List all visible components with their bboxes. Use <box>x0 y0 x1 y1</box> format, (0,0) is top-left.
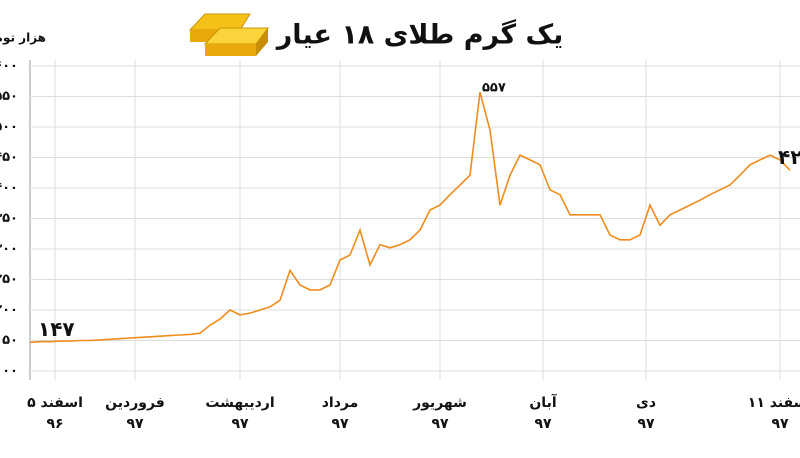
y-tick-label: ۵۰۰ <box>0 120 18 135</box>
x-tick-label: اردیبهشت <box>205 395 274 411</box>
x-tick-year: ۹۷ <box>231 416 249 432</box>
y-tick-label: ۳۰۰ <box>0 242 18 257</box>
data-label: ۵۵۷ <box>482 81 506 96</box>
x-tick-year: ۹۷ <box>126 416 144 432</box>
y-tick-label: ۴۰۰ <box>0 181 18 196</box>
x-tick-year: ۹۷ <box>534 416 552 432</box>
x-tick-year: ۹۷ <box>331 416 349 432</box>
x-tick-label: مرداد <box>322 395 359 411</box>
chart-title: یک گرم طلای ۱۸ عیار <box>275 19 563 51</box>
x-tick-label: دی <box>636 395 656 411</box>
y-axis-label: هزار تومان <box>0 31 46 46</box>
x-tick-year: ۹۷ <box>431 416 449 432</box>
y-tick-label: ۲۵۰ <box>0 272 18 287</box>
y-tick-label: ۵۵۰ <box>0 89 18 104</box>
y-tick-label: ۳۵۰ <box>0 211 18 226</box>
x-tick-label: آبان <box>529 393 557 411</box>
x-tick-label: ۵ اسفند <box>27 395 83 411</box>
x-tick-label: فروردین <box>105 395 165 411</box>
x-tick-year: ۹۷ <box>637 416 655 432</box>
data-label: ۱۴۷ <box>38 317 75 341</box>
y-tick-label: ۲۰۰ <box>0 303 18 318</box>
gold-bars-icon <box>188 13 269 56</box>
y-tick-label: ۱۵۰ <box>0 333 18 348</box>
x-tick-label: ۱۱ اسفند <box>748 395 800 411</box>
y-tick-label: ۱۰۰ <box>0 364 18 379</box>
x-tick-year: ۹۷ <box>771 416 789 432</box>
y-tick-label: ۴۵۰ <box>0 150 18 165</box>
y-tick-label: ۶۰۰ <box>0 59 18 74</box>
price-line <box>29 91 791 344</box>
x-tick-label: شهریور <box>412 395 467 411</box>
x-tick-year: ۹۶ <box>46 416 63 432</box>
data-label: ۴۲۹ <box>778 145 800 169</box>
